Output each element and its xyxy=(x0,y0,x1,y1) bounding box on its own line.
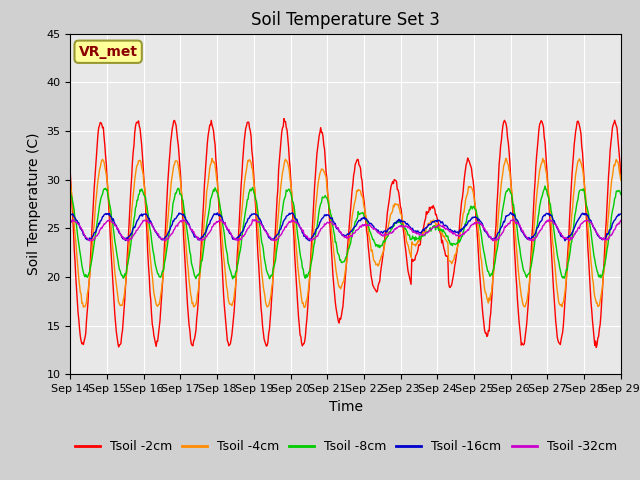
Tsoil -8cm xyxy=(541,183,549,189)
Tsoil -8cm xyxy=(413,236,421,241)
Text: VR_met: VR_met xyxy=(79,45,138,59)
Tsoil -8cm xyxy=(67,190,74,195)
Tsoil -8cm xyxy=(218,216,226,221)
Tsoil -32cm xyxy=(429,224,437,230)
Tsoil -4cm xyxy=(77,289,84,295)
Tsoil -16cm xyxy=(305,238,313,244)
Tsoil -8cm xyxy=(189,265,196,271)
Tsoil -32cm xyxy=(190,228,198,234)
Line: Tsoil -16cm: Tsoil -16cm xyxy=(70,213,621,241)
Tsoil -32cm xyxy=(413,231,421,237)
Tsoil -16cm xyxy=(413,228,421,234)
Tsoil -8cm xyxy=(429,223,437,229)
Tsoil -32cm xyxy=(219,220,227,226)
Tsoil -16cm xyxy=(218,215,226,220)
Line: Tsoil -2cm: Tsoil -2cm xyxy=(70,119,621,348)
Tsoil -16cm xyxy=(617,211,625,217)
Tsoil -4cm xyxy=(67,179,74,185)
Tsoil -4cm xyxy=(413,241,421,247)
Tsoil -4cm xyxy=(218,232,226,238)
Tsoil -8cm xyxy=(229,276,237,282)
Line: Tsoil -32cm: Tsoil -32cm xyxy=(70,219,621,241)
Tsoil -32cm xyxy=(77,224,84,229)
Tsoil -16cm xyxy=(429,219,437,225)
Tsoil -8cm xyxy=(617,192,625,197)
Tsoil -4cm xyxy=(189,300,196,306)
Tsoil -16cm xyxy=(77,226,84,232)
Tsoil -2cm xyxy=(77,334,84,339)
Tsoil -16cm xyxy=(67,212,74,217)
Tsoil -2cm xyxy=(429,203,437,208)
Tsoil -2cm xyxy=(218,260,226,266)
Tsoil -32cm xyxy=(134,227,141,232)
Tsoil -4cm xyxy=(429,217,437,223)
Tsoil -2cm xyxy=(189,343,196,349)
Tsoil -4cm xyxy=(133,162,141,168)
X-axis label: Time: Time xyxy=(328,400,363,414)
Tsoil -32cm xyxy=(125,238,132,244)
Tsoil -32cm xyxy=(67,219,74,225)
Y-axis label: Soil Temperature (C): Soil Temperature (C) xyxy=(27,133,41,275)
Tsoil -32cm xyxy=(546,216,554,222)
Tsoil -16cm xyxy=(189,230,196,236)
Tsoil -2cm xyxy=(133,120,141,125)
Tsoil -4cm xyxy=(301,304,308,310)
Tsoil -8cm xyxy=(133,197,141,203)
Tsoil -16cm xyxy=(507,210,515,216)
Tsoil -2cm xyxy=(280,116,288,121)
Tsoil -2cm xyxy=(593,345,600,350)
Tsoil -2cm xyxy=(413,250,421,255)
Tsoil -4cm xyxy=(617,177,625,183)
Line: Tsoil -8cm: Tsoil -8cm xyxy=(70,186,621,279)
Title: Soil Temperature Set 3: Soil Temperature Set 3 xyxy=(251,11,440,29)
Tsoil -8cm xyxy=(77,252,84,257)
Tsoil -2cm xyxy=(617,175,625,181)
Tsoil -2cm xyxy=(67,172,74,178)
Tsoil -16cm xyxy=(133,218,141,224)
Legend: Tsoil -2cm, Tsoil -4cm, Tsoil -8cm, Tsoil -16cm, Tsoil -32cm: Tsoil -2cm, Tsoil -4cm, Tsoil -8cm, Tsoi… xyxy=(70,435,621,458)
Line: Tsoil -4cm: Tsoil -4cm xyxy=(70,158,621,307)
Tsoil -4cm xyxy=(502,156,510,161)
Tsoil -32cm xyxy=(617,217,625,223)
